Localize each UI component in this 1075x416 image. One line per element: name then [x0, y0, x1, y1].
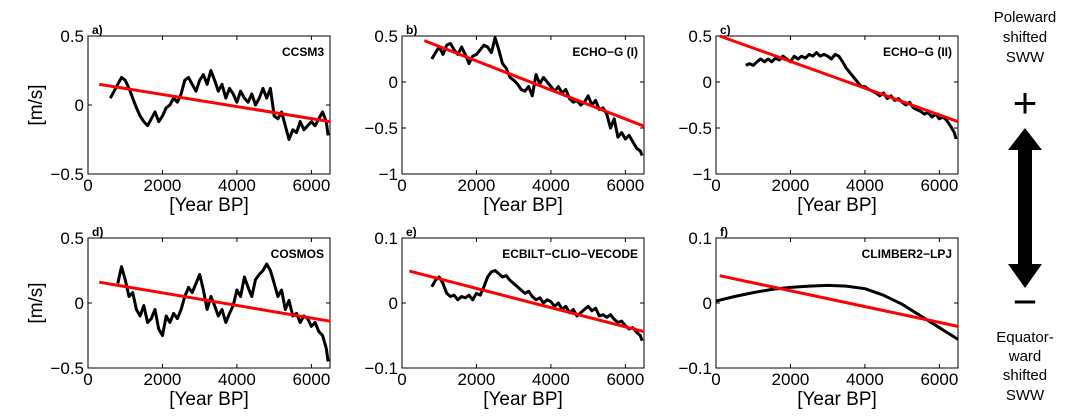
- y-tick-label: −0.1: [364, 359, 398, 378]
- equatorward-label-line3: shifted: [1003, 367, 1047, 384]
- panel-title: CLIMBER2−LPJ: [862, 247, 952, 261]
- x-tick-label: 4000: [218, 370, 256, 389]
- panel-title: ECBILT−CLIO−VECODE: [502, 247, 638, 261]
- trend-line: [409, 269, 645, 334]
- x-tick-label: 4000: [532, 176, 570, 195]
- x-tick-label: 2000: [144, 370, 182, 389]
- y-tick-label: −0.5: [50, 359, 84, 378]
- y-tick-label: 0: [75, 294, 84, 313]
- y-tick-label: −0.5: [364, 119, 398, 138]
- x-tick-label: 4000: [532, 370, 570, 389]
- x-tick-label: 4000: [218, 176, 256, 195]
- minus-symbol: −: [1013, 278, 1038, 325]
- x-tick-label: 2000: [458, 370, 496, 389]
- x-tick-label: 2000: [772, 176, 810, 195]
- panel-letter: a): [92, 23, 103, 37]
- panel-5: 0 2000 4000 6000−0.100.1 e)ECBILT−CLIO−VECOD…: [364, 225, 645, 410]
- x-tick-label: 0: [711, 370, 720, 389]
- plot-area: [401, 35, 645, 175]
- equatorward-label-line2: ward: [1008, 348, 1042, 365]
- y-tick-label: −1: [693, 165, 712, 184]
- x-axis-label: [Year BP]: [797, 389, 877, 410]
- y-tick-label: −0.5: [50, 165, 84, 184]
- poleward-label-line2: shifted: [1003, 29, 1047, 46]
- y-axis-label: [m/s]: [26, 282, 47, 323]
- plus-symbol: +: [1013, 79, 1038, 126]
- y-tick-label: 0.5: [60, 27, 84, 46]
- plot-area: [401, 237, 645, 369]
- series-line: [430, 36, 644, 157]
- y-tick-label: 0: [703, 294, 712, 313]
- y-tick-label: −0.5: [678, 119, 712, 138]
- plot-area: [715, 237, 959, 369]
- plot-area: [87, 35, 331, 175]
- y-tick-label: 0: [389, 294, 398, 313]
- trend-line: [719, 274, 959, 328]
- panel-letter: e): [406, 225, 417, 239]
- panel-title: COSMOS: [271, 247, 324, 261]
- panel-letter: c): [720, 23, 731, 37]
- double-arrow-icon: [1008, 128, 1042, 288]
- series-line: [430, 269, 644, 342]
- y-axis-label: [m/s]: [26, 84, 47, 125]
- plot-area: [715, 35, 959, 175]
- y-tick-label: −1: [379, 165, 398, 184]
- x-axis-label: [Year BP]: [483, 389, 563, 410]
- x-tick-label: 0: [397, 370, 406, 389]
- y-tick-label: 0.5: [60, 229, 84, 248]
- x-axis-label: [Year BP]: [169, 389, 249, 410]
- x-tick-label: 2000: [144, 176, 182, 195]
- y-tick-label: 0: [389, 73, 398, 92]
- x-axis-label: [Year BP]: [169, 195, 249, 216]
- x-tick-label: 6000: [292, 370, 330, 389]
- x-tick-label: 2000: [772, 370, 810, 389]
- trend-line: [98, 280, 331, 323]
- x-tick-label: 2000: [458, 176, 496, 195]
- panel-letter: f): [720, 225, 728, 239]
- x-tick-label: 0: [711, 176, 720, 195]
- y-tick-label: 0.1: [374, 229, 398, 248]
- x-tick-label: 4000: [846, 370, 884, 389]
- trend-line: [719, 34, 959, 124]
- panel-letter: b): [406, 23, 417, 37]
- y-tick-label: 0: [703, 73, 712, 92]
- x-tick-label: 6000: [920, 370, 958, 389]
- x-tick-label: 6000: [920, 176, 958, 195]
- x-tick-label: 6000: [606, 176, 644, 195]
- x-tick-label: 0: [397, 176, 406, 195]
- panel-letter: d): [92, 225, 103, 239]
- x-tick-label: 6000: [292, 176, 330, 195]
- poleward-label-line1: Poleward: [994, 9, 1057, 26]
- equatorward-label-line4: SWW: [1006, 387, 1045, 404]
- series-line: [108, 69, 330, 141]
- panel-4: 0 2000 4000 6000−0.500.5 d)COSMOS[m/s][Year …: [26, 225, 331, 410]
- panel-1: 0 2000 4000 6000−0.500.5 a)CCSM3[m/s][Year B…: [26, 23, 331, 216]
- x-tick-label: 0: [83, 176, 92, 195]
- panel-3: 0 2000 4000 6000 −1 −0.5 0 0.5 c) ECHO−G (II) [Yea…: [678, 23, 959, 216]
- panel-title: ECHO−G (II): [883, 45, 952, 59]
- y-tick-label: 0.5: [374, 27, 398, 46]
- x-axis-label: [Year BP]: [797, 195, 877, 216]
- side-legend: Poleward shifted SWW + − Equator- ward s…: [994, 9, 1057, 404]
- series-line: [715, 283, 959, 341]
- equatorward-label-line1: Equator-: [996, 329, 1054, 346]
- y-tick-label: 0.1: [688, 229, 712, 248]
- poleward-label-line3: SWW: [1006, 49, 1045, 66]
- trend-line: [98, 82, 331, 124]
- panel-title: CCSM3: [282, 45, 324, 59]
- trend-line: [423, 39, 645, 128]
- x-tick-label: 6000: [606, 370, 644, 389]
- panel-2: 0 2000 4000 6000 −1 −0.5 0 0.5 b) ECHO−G (I) [Year…: [364, 23, 645, 216]
- y-tick-label: −0.1: [678, 359, 712, 378]
- x-tick-label: 0: [83, 370, 92, 389]
- panel-title: ECHO−G (I): [572, 45, 638, 59]
- y-tick-label: 0.5: [688, 27, 712, 46]
- x-axis-label: [Year BP]: [483, 195, 563, 216]
- x-tick-label: 4000: [846, 176, 884, 195]
- panel-6: 0 2000 4000 6000−0.100.1 f)CLIMBER2−LPJ[Year…: [678, 225, 959, 410]
- y-tick-label: 0: [75, 96, 84, 115]
